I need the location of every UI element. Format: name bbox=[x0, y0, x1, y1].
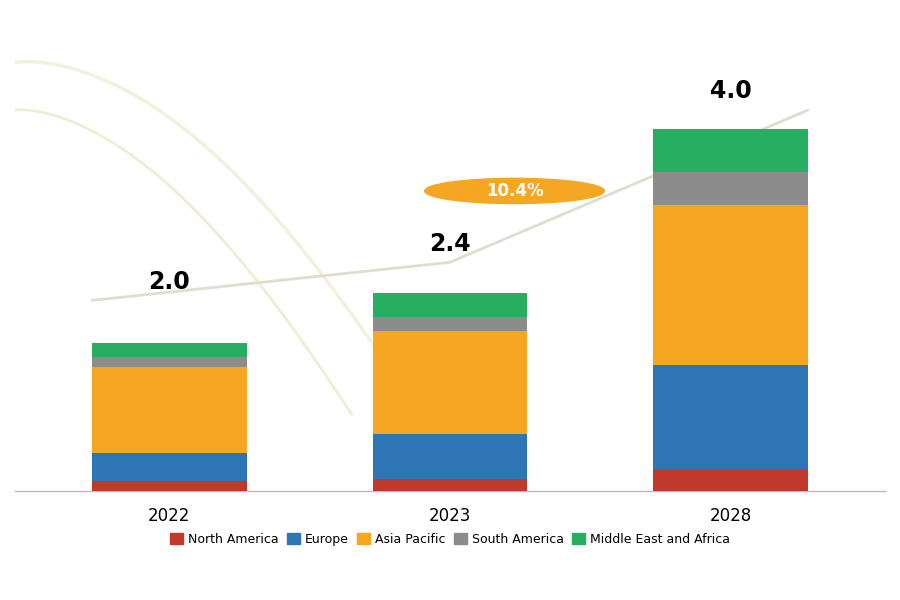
Bar bbox=[92, 343, 247, 358]
Text: 2.4: 2.4 bbox=[429, 232, 471, 256]
Legend: North America, Europe, Asia Pacific, South America, Middle East and Africa: North America, Europe, Asia Pacific, Sou… bbox=[166, 528, 734, 551]
Ellipse shape bbox=[425, 178, 605, 203]
Bar bbox=[373, 479, 527, 491]
Bar bbox=[373, 317, 527, 331]
Text: 2.0: 2.0 bbox=[148, 269, 190, 293]
Bar bbox=[373, 293, 527, 317]
Bar bbox=[373, 434, 527, 479]
Bar bbox=[653, 172, 808, 205]
Text: 4.0: 4.0 bbox=[710, 79, 752, 103]
Bar bbox=[92, 481, 247, 491]
Bar bbox=[653, 129, 808, 172]
Bar bbox=[92, 452, 247, 481]
Bar bbox=[653, 205, 808, 365]
Text: 10.4%: 10.4% bbox=[486, 182, 544, 200]
Bar bbox=[653, 365, 808, 470]
Bar bbox=[92, 358, 247, 367]
Bar bbox=[373, 331, 527, 434]
Bar bbox=[653, 470, 808, 491]
Bar bbox=[92, 367, 247, 452]
